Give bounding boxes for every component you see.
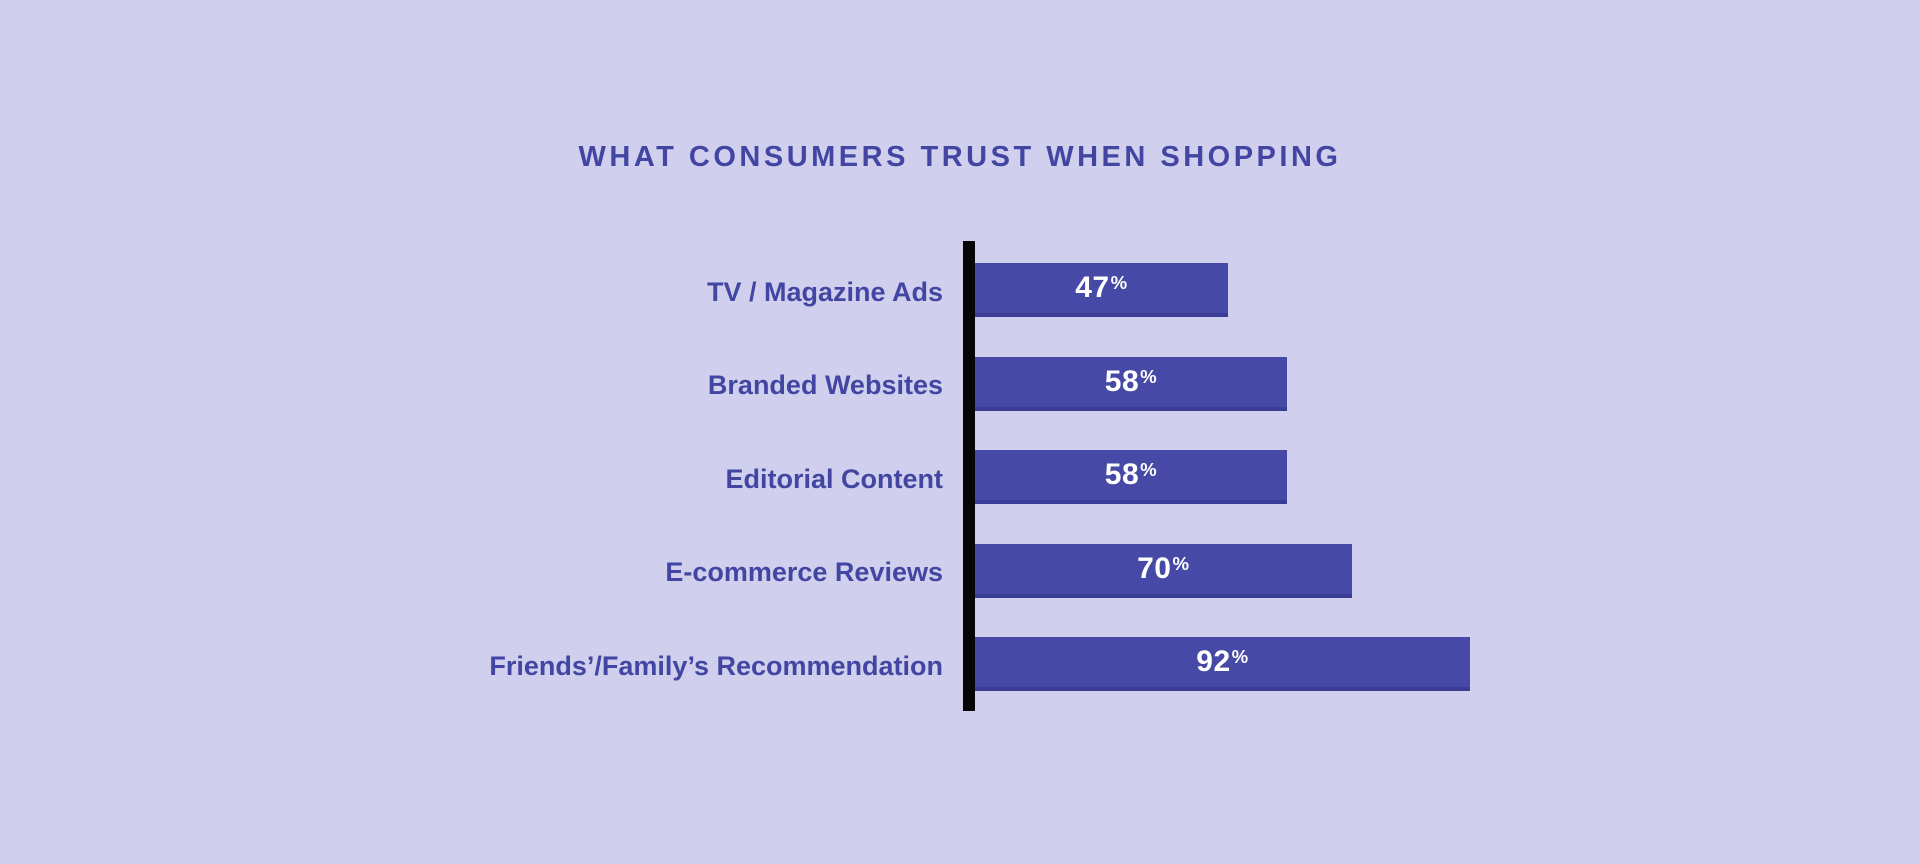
chart-row: E-commerce Reviews 70% bbox=[0, 543, 1920, 602]
bar-chart: TV / Magazine Ads 47% Branded Websites 5… bbox=[0, 263, 1920, 695]
bar-value-number: 47 bbox=[1075, 271, 1110, 304]
bar-value-number: 58 bbox=[1104, 458, 1140, 491]
bar-value-number: 92 bbox=[1196, 645, 1231, 678]
bar: 58% bbox=[975, 356, 1288, 411]
category-label: TV / Magazine Ads bbox=[706, 276, 943, 307]
bar-value-number: 58 bbox=[1104, 364, 1140, 398]
percent-sign: % bbox=[1140, 365, 1158, 387]
chart-row: Editorial Content 58% bbox=[0, 450, 1920, 508]
bar-value-label: 58% bbox=[1105, 458, 1157, 492]
bar-track: 58% bbox=[975, 356, 1920, 415]
bar-track: 47% bbox=[975, 263, 1920, 321]
axis-baseline bbox=[963, 241, 975, 711]
category-label: Branded Websites bbox=[707, 370, 943, 400]
bar-value-label: 58% bbox=[1105, 365, 1157, 399]
bar-track: 70% bbox=[975, 543, 1920, 602]
category-label: E-commerce Reviews bbox=[665, 557, 943, 587]
category-label: Friends’/Family’s Recommendation bbox=[489, 650, 943, 681]
bar-value-label: 92% bbox=[1196, 645, 1248, 679]
bar-value-label: 47% bbox=[1075, 271, 1127, 305]
bar: 47% bbox=[975, 263, 1228, 317]
category-label: Editorial Content bbox=[725, 463, 944, 494]
percent-sign: % bbox=[1231, 646, 1249, 668]
bar: 92% bbox=[975, 637, 1470, 691]
bar-value-number: 70 bbox=[1137, 551, 1172, 585]
bar-track: 58% bbox=[975, 450, 1920, 508]
percent-sign: % bbox=[1110, 272, 1128, 294]
percent-sign: % bbox=[1172, 552, 1190, 574]
bar-track: 92% bbox=[975, 637, 1920, 695]
bar: 58% bbox=[975, 450, 1288, 504]
bar: 70% bbox=[975, 543, 1352, 598]
percent-sign: % bbox=[1140, 459, 1158, 481]
bar-value-label: 70% bbox=[1137, 552, 1189, 586]
chart-row: Branded Websites 58% bbox=[0, 356, 1920, 415]
chart-title: WHAT CONSUMERS TRUST WHEN SHOPPING bbox=[578, 141, 1342, 173]
chart-row: Friends’/Family’s Recommendation 92% bbox=[0, 637, 1920, 695]
chart-row: TV / Magazine Ads 47% bbox=[0, 263, 1920, 321]
